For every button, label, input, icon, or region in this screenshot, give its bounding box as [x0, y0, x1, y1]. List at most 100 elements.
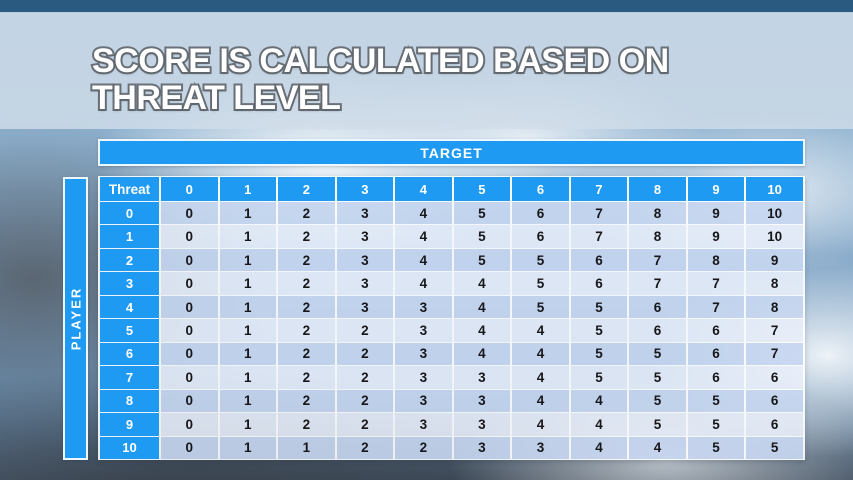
score-cell: 8: [744, 271, 805, 296]
score-cell: 3: [393, 318, 454, 343]
score-cell: 4: [451, 318, 513, 343]
score-cell: 4: [568, 388, 630, 414]
player-row-header: 8: [98, 388, 161, 414]
score-cell: 7: [685, 294, 747, 320]
score-cell: 5: [510, 247, 571, 273]
table-row: 10 0 1 1 2 2 3 3 4 4 5 5: [98, 435, 805, 461]
score-cell: 7: [627, 247, 688, 273]
score-cell: 3: [334, 294, 396, 320]
score-cell: 5: [627, 365, 688, 390]
score-cell: 2: [276, 200, 337, 226]
score-cell: 3: [393, 365, 454, 390]
score-cell: 3: [393, 388, 454, 414]
score-cell: 9: [685, 200, 747, 226]
score-cell: 5: [568, 318, 630, 343]
score-cell: 2: [393, 435, 454, 461]
score-cell: 8: [685, 247, 747, 273]
score-cell: 8: [627, 200, 688, 226]
player-row-header: 7: [98, 365, 161, 390]
score-cell: 1: [217, 318, 279, 343]
player-row-header: 0: [98, 200, 161, 226]
score-cell: 2: [276, 271, 337, 296]
score-cell: 8: [744, 294, 805, 320]
score-matrix-table: Threat 0 1 2 3 4 5 6 7 8 9 10 0 0 1 2 3 4 5 6 7 8 9 10 1 0 1 2 3 4 5 6…: [98, 176, 805, 461]
target-column-header: 1: [217, 176, 279, 202]
score-cell: 10: [744, 224, 805, 249]
player-axis-label: PLAYER: [68, 286, 84, 351]
target-column-header: 3: [334, 176, 396, 202]
score-cell: 0: [159, 435, 220, 461]
score-cell: 4: [510, 365, 571, 390]
score-cell: 5: [451, 247, 513, 273]
score-cell: 6: [744, 412, 805, 437]
score-cell: 2: [334, 435, 396, 461]
slide-title-line2: THREAT LEVEL: [90, 78, 343, 119]
score-cell: 2: [276, 412, 337, 437]
score-cell: 5: [744, 435, 805, 461]
score-cell: 7: [627, 271, 688, 296]
score-cell: 5: [510, 294, 571, 320]
player-row-header: 10: [98, 435, 161, 461]
score-cell: 9: [744, 247, 805, 273]
score-cell: 4: [393, 247, 454, 273]
score-cell: 2: [276, 224, 337, 249]
score-cell: 4: [451, 271, 513, 296]
score-cell: 2: [334, 318, 396, 343]
score-cell: 4: [393, 224, 454, 249]
score-cell: 3: [451, 365, 513, 390]
score-cell: 5: [627, 341, 688, 367]
player-row-header: 1: [98, 224, 161, 249]
score-cell: 7: [568, 224, 630, 249]
score-cell: 4: [627, 435, 688, 461]
score-cell: 2: [334, 341, 396, 367]
score-cell: 4: [568, 412, 630, 437]
score-cell: 0: [159, 318, 220, 343]
target-axis-label: TARGET: [98, 139, 805, 166]
score-cell: 4: [393, 271, 454, 296]
target-column-header: 6: [510, 176, 571, 202]
score-cell: 1: [217, 435, 279, 461]
score-cell: 7: [744, 318, 805, 343]
score-cell: 5: [451, 224, 513, 249]
score-cell: 4: [510, 341, 571, 367]
score-cell: 4: [510, 412, 571, 437]
player-row-header: 5: [98, 318, 161, 343]
score-cell: 0: [159, 224, 220, 249]
score-cell: 1: [217, 412, 279, 437]
score-cell: 0: [159, 271, 220, 296]
score-cell: 1: [217, 200, 279, 226]
score-cell: 5: [568, 365, 630, 390]
score-cell: 7: [685, 271, 747, 296]
score-cell: 0: [159, 294, 220, 320]
score-cell: 3: [393, 294, 454, 320]
table-row: 1 0 1 2 3 4 5 6 7 8 9 10: [98, 224, 805, 249]
score-cell: 6: [744, 388, 805, 414]
score-cell: 3: [510, 435, 571, 461]
score-cell: 9: [685, 224, 747, 249]
target-column-header: 7: [568, 176, 630, 202]
score-cell: 1: [217, 224, 279, 249]
score-cell: 1: [217, 271, 279, 296]
score-cell: 2: [276, 365, 337, 390]
score-cell: 4: [510, 318, 571, 343]
score-cell: 6: [510, 224, 571, 249]
score-cell: 4: [510, 388, 571, 414]
score-cell: 6: [568, 271, 630, 296]
score-cell: 7: [568, 200, 630, 226]
score-cell: 0: [159, 365, 220, 390]
slide-title: SCORE IS CALCULATED BASED ON THREAT LEVEL: [90, 41, 671, 119]
score-cell: 6: [627, 318, 688, 343]
player-row-header: 3: [98, 271, 161, 296]
score-cell: 2: [276, 388, 337, 414]
player-row-header: 9: [98, 412, 161, 437]
target-column-header: 4: [393, 176, 454, 202]
score-cell: 6: [510, 200, 571, 226]
score-cell: 5: [568, 341, 630, 367]
score-cell: 2: [334, 412, 396, 437]
table-row: 0 0 1 2 3 4 5 6 7 8 9 10: [98, 200, 805, 226]
